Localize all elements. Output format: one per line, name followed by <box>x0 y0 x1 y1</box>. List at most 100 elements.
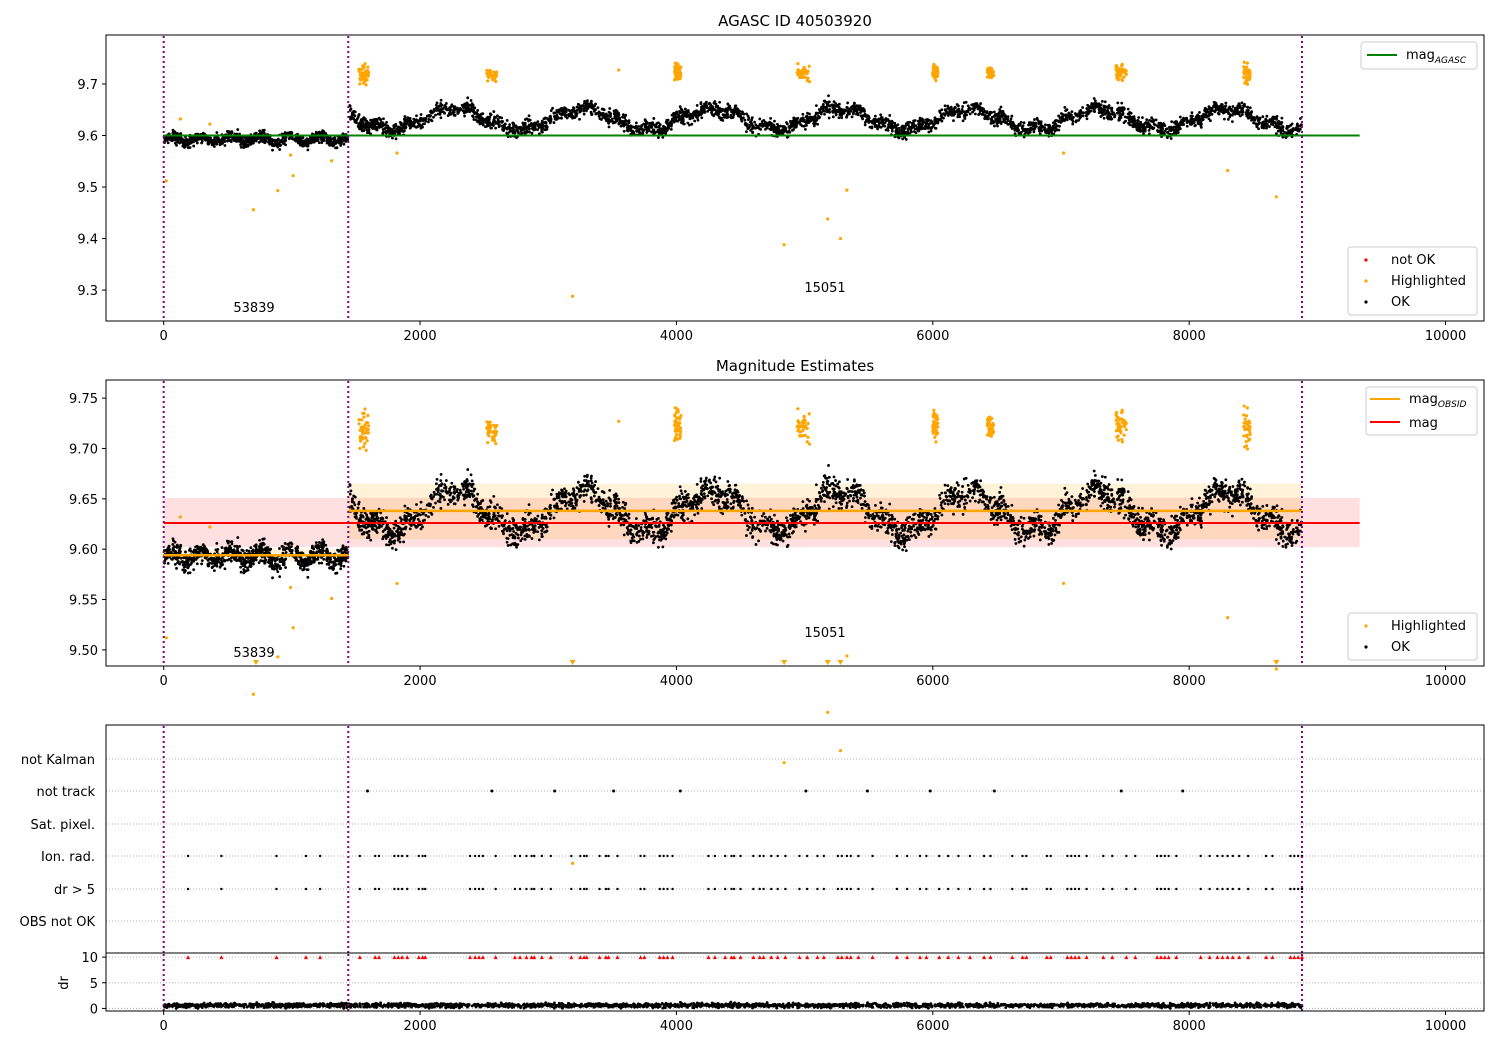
ok-point <box>332 144 336 147</box>
ok-point <box>839 107 843 111</box>
ok-point <box>424 117 428 120</box>
ok-point <box>1120 101 1124 105</box>
ok-point <box>721 119 725 122</box>
ok-point <box>174 136 178 139</box>
highlighted-point <box>330 159 334 163</box>
ok-point <box>394 137 398 141</box>
ok-point <box>497 125 501 129</box>
ok-point <box>753 120 757 124</box>
ok-point <box>929 129 933 133</box>
ok-point <box>325 139 329 143</box>
ok-point <box>793 125 796 129</box>
ok-point <box>1262 124 1266 128</box>
ok-point <box>803 120 807 124</box>
highlighted-point <box>1120 63 1124 68</box>
ok-point <box>669 128 673 131</box>
ok-point <box>341 132 345 136</box>
ok-point <box>996 116 1000 120</box>
ok-point <box>1273 121 1277 124</box>
ok-point <box>961 105 964 108</box>
ok-point <box>1138 128 1142 131</box>
ok-point <box>531 122 535 126</box>
ok-point <box>718 100 722 104</box>
ok-point <box>297 141 301 144</box>
ok-point <box>453 105 457 109</box>
ok-point <box>955 103 959 106</box>
ok-point <box>1070 110 1074 114</box>
ok-point <box>1196 122 1200 126</box>
ok-point <box>1279 127 1283 131</box>
ok-point <box>439 98 443 102</box>
ok-point <box>1287 129 1290 133</box>
obsid-label-15051: 15051 <box>804 281 845 296</box>
ok-point <box>908 120 912 124</box>
ok-point <box>1212 104 1216 108</box>
ok-point <box>500 116 504 120</box>
ok-point <box>890 121 894 125</box>
ok-point <box>356 116 360 119</box>
ok-point <box>375 118 379 122</box>
ok-point <box>1176 124 1180 127</box>
ok-point <box>186 146 190 150</box>
ok-point <box>496 114 499 118</box>
ok-point <box>1043 128 1047 132</box>
ok-point <box>492 110 496 113</box>
ok-point <box>1113 115 1116 119</box>
ok-point <box>764 120 767 124</box>
ok-point <box>1194 116 1198 120</box>
ok-point <box>863 123 867 127</box>
ok-point <box>873 120 877 124</box>
ok-point <box>1173 131 1177 134</box>
ok-point <box>239 145 243 149</box>
ok-point <box>379 121 383 125</box>
ok-point <box>1002 118 1006 122</box>
ok-point <box>205 137 209 141</box>
ok-point <box>317 130 321 134</box>
ok-point <box>231 135 234 139</box>
ok-point <box>1054 118 1058 122</box>
ok-point <box>781 130 785 134</box>
ok-point <box>391 136 394 140</box>
ok-point <box>258 129 261 133</box>
ok-point <box>1102 116 1106 120</box>
ok-point <box>194 135 198 139</box>
highlighted-point <box>1248 75 1252 79</box>
highlighted-point <box>935 65 939 69</box>
ok-point <box>1081 114 1085 118</box>
ok-point <box>549 114 552 118</box>
ok-point <box>1199 117 1203 120</box>
ok-point <box>1208 112 1211 116</box>
ok-point <box>897 130 901 134</box>
ok-point <box>1141 125 1145 129</box>
ok-point <box>510 129 514 133</box>
ok-point <box>964 100 968 104</box>
ok-point <box>230 130 234 134</box>
ok-point <box>1129 116 1133 119</box>
ok-point <box>916 126 919 130</box>
ok-point <box>226 131 230 134</box>
ok-point <box>329 143 333 147</box>
ok-point <box>758 122 762 126</box>
ok-point <box>838 113 842 117</box>
ok-point <box>486 122 490 126</box>
ok-point <box>729 113 733 117</box>
ok-point <box>1101 113 1105 117</box>
ok-point <box>486 119 490 123</box>
ok-point <box>645 127 649 131</box>
ok-point <box>1051 124 1055 128</box>
ok-point <box>481 117 485 120</box>
ok-point <box>778 131 782 135</box>
ok-point <box>593 104 597 108</box>
ok-point <box>992 120 996 124</box>
ok-point <box>574 113 578 117</box>
ok-point <box>1226 117 1230 121</box>
ok-point <box>367 129 371 133</box>
ok-point <box>743 122 747 126</box>
ok-point <box>1035 116 1039 120</box>
ok-point <box>1160 128 1164 132</box>
ok-point <box>415 114 418 118</box>
ok-point <box>998 108 1002 111</box>
ok-point <box>1280 120 1284 124</box>
ok-point <box>600 118 603 121</box>
ok-point <box>374 121 378 125</box>
